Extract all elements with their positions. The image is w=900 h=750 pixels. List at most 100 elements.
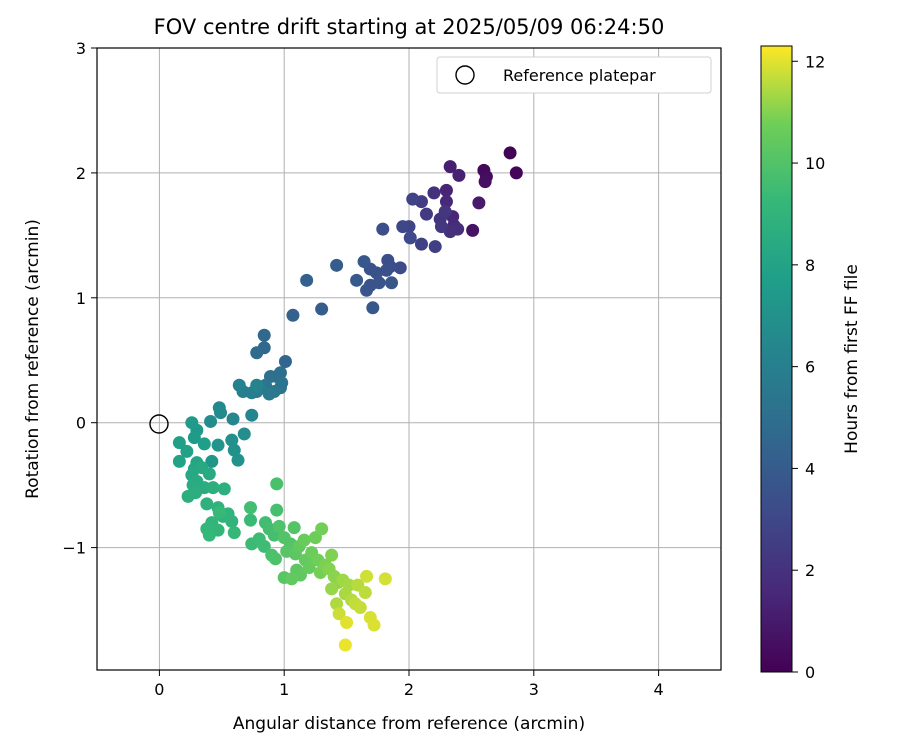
x-tick-label: 2 [404, 680, 414, 699]
data-point [443, 160, 457, 174]
data-point [315, 522, 329, 536]
y-tick-label: −1 [62, 539, 86, 558]
data-point [217, 482, 231, 496]
data-point [181, 489, 195, 503]
data-point [358, 586, 372, 600]
data-point [332, 607, 346, 621]
data-point [315, 302, 329, 316]
data-point [270, 503, 284, 517]
data-point [385, 276, 399, 290]
reference-platepar-marker [149, 414, 169, 434]
colorbar-tick-label: 2 [805, 561, 815, 580]
data-point [257, 539, 271, 553]
data-points [172, 146, 523, 652]
y-tick-label: 2 [76, 164, 86, 183]
data-point [202, 467, 216, 481]
data-point [272, 519, 286, 533]
data-point [172, 436, 186, 450]
colorbar: 0 2 4 6 8 10 12 Hours from first FF file [760, 45, 862, 682]
data-point [204, 414, 218, 428]
y-tick-label: 1 [76, 289, 86, 308]
x-tick-label: 1 [279, 680, 289, 699]
data-point [427, 186, 441, 200]
data-point [330, 597, 344, 611]
data-point [414, 237, 428, 251]
data-point [197, 437, 211, 451]
data-point [227, 526, 241, 540]
data-point [403, 231, 417, 245]
x-tick-label: 3 [529, 680, 539, 699]
colorbar-gradient [760, 45, 793, 673]
data-point [439, 195, 453, 209]
data-point [225, 433, 239, 447]
x-axis-label: Angular distance from reference (arcmin) [233, 714, 585, 734]
data-point [278, 354, 292, 368]
data-point [245, 408, 259, 422]
data-point [180, 444, 194, 458]
data-point [302, 561, 316, 575]
data-point [439, 183, 453, 197]
data-point [231, 453, 245, 467]
data-point [466, 223, 480, 237]
data-point [270, 477, 284, 491]
data-point [378, 572, 392, 586]
grid-lines [97, 47, 721, 670]
data-point [300, 273, 314, 287]
data-point [286, 308, 300, 322]
data-point [360, 283, 374, 297]
data-point [380, 263, 394, 277]
data-point [438, 205, 452, 219]
y-tick-label: 3 [76, 39, 86, 58]
data-point [360, 569, 374, 583]
data-point [205, 454, 219, 468]
data-point [287, 521, 301, 535]
data-point [376, 222, 390, 236]
x-axis-ticks: 0 1 2 3 4 [154, 670, 664, 699]
data-point [244, 501, 258, 515]
data-point [268, 552, 282, 566]
data-point [340, 616, 354, 630]
y-axis-label: Rotation from reference (arcmin) [23, 219, 43, 499]
colorbar-tick-label: 12 [805, 52, 825, 71]
data-point [393, 261, 407, 275]
data-point [172, 454, 186, 468]
data-point [452, 168, 466, 182]
data-point [325, 582, 339, 596]
data-point [211, 438, 225, 452]
data-point [338, 638, 352, 652]
data-point [297, 533, 311, 547]
legend-entry-reference-platepar: Reference platepar [503, 66, 656, 85]
x-tick-label: 0 [154, 680, 164, 699]
data-point [509, 166, 523, 180]
colorbar-tick-label: 8 [805, 256, 815, 275]
data-point [237, 427, 251, 441]
colorbar-ticks: 0 2 4 6 8 10 12 [792, 52, 825, 682]
data-point [257, 328, 271, 342]
data-point [227, 443, 241, 457]
data-point [200, 497, 214, 511]
data-point [285, 572, 299, 586]
data-point [187, 431, 201, 445]
data-point [244, 513, 258, 527]
colorbar-tick-label: 10 [805, 154, 825, 173]
data-point [503, 146, 517, 160]
data-point [353, 601, 367, 615]
legend: Reference platepar [436, 56, 712, 94]
data-point [419, 207, 433, 221]
data-point [250, 378, 264, 392]
data-point [472, 196, 486, 210]
data-point [273, 366, 287, 380]
data-point [357, 255, 371, 269]
data-point [212, 506, 226, 520]
data-point [185, 416, 199, 430]
data-point [330, 258, 344, 272]
colorbar-tick-label: 0 [805, 663, 815, 682]
data-point [214, 406, 228, 420]
data-point [367, 618, 381, 632]
data-point [478, 175, 492, 189]
data-point [350, 273, 364, 287]
data-point [226, 412, 240, 426]
x-tick-label: 4 [654, 680, 664, 699]
data-point [225, 514, 239, 528]
